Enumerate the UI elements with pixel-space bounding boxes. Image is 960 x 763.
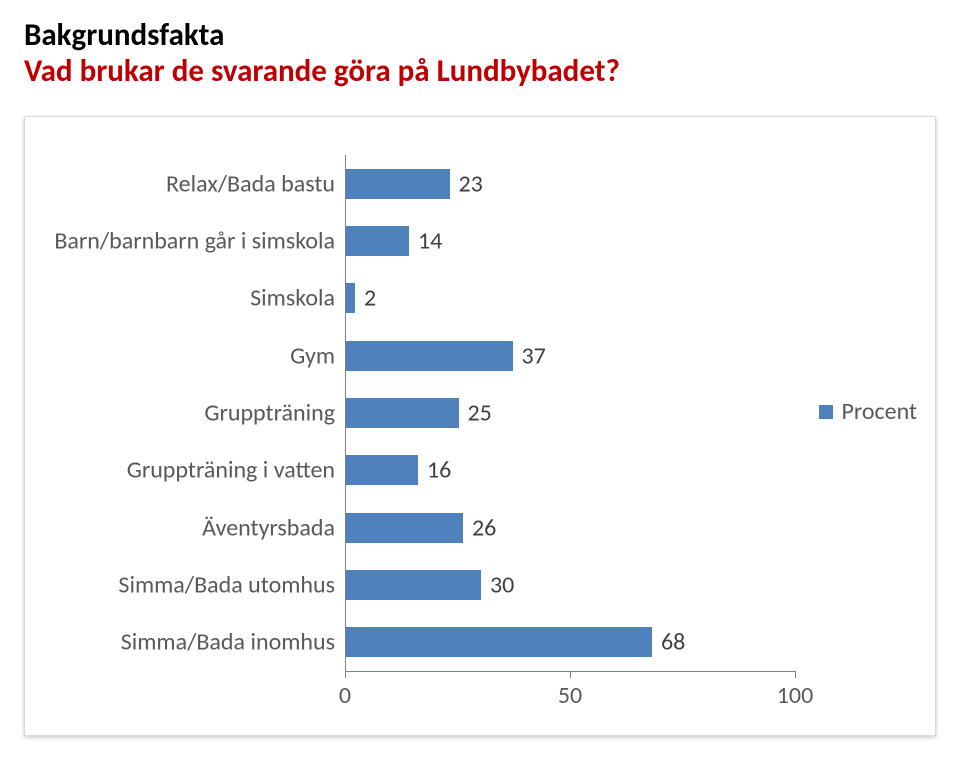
category-label: Äventyrsbada [35,515,335,540]
bar [346,226,409,256]
legend-swatch [819,405,833,419]
chart-card: 0 50 100 Relax/Bada bastu 23 Barn/barnba… [24,116,936,736]
chart-row: Relax/Bada bastu 23 [25,155,935,212]
value-label: 14 [418,226,442,255]
category-label: Gruppträning i vatten [35,458,335,483]
chart-row: Gruppträning i vatten 16 [25,442,935,499]
category-label: Gruppträning [35,400,335,425]
bar [346,169,450,199]
category-label: Barn/barnbarn går i simskola [35,228,335,253]
bar [346,283,355,313]
chart-row: Gym 37 [25,327,935,384]
value-label: 2 [364,284,376,313]
title-line2: Vad brukar de svarande göra på Lundbybad… [24,54,936,90]
value-label: 37 [522,341,546,370]
value-label: 25 [468,398,492,427]
x-tick-label: 50 [558,681,582,710]
x-tick-label: 0 [339,681,351,710]
x-tick-label: 100 [777,681,814,710]
slide: Bakgrundsfakta Vad brukar de svarande gö… [0,0,960,763]
x-tick [570,671,571,678]
legend-label: Procent [841,397,917,426]
bar [346,513,463,543]
x-tick [795,671,796,678]
chart-row: Simma/Bada utomhus 30 [25,556,935,613]
bar [346,455,418,485]
bar [346,570,481,600]
value-label: 26 [472,513,496,542]
chart-row: Barn/barnbarn går i simskola 14 [25,212,935,269]
title-line1: Bakgrundsfakta [24,18,936,54]
chart-row: Äventyrsbada 26 [25,499,935,556]
category-label: Gym [35,343,335,368]
category-label: Simma/Bada inomhus [35,630,335,655]
category-label: Simma/Bada utomhus [35,572,335,597]
category-label: Relax/Bada bastu [35,171,335,196]
bar [346,627,652,657]
category-label: Simskola [35,286,335,311]
value-label: 30 [490,570,514,599]
legend: Procent [819,397,917,426]
value-label: 23 [459,169,483,198]
value-label: 16 [427,456,451,485]
chart-inner: 0 50 100 Relax/Bada bastu 23 Barn/barnba… [25,117,935,735]
bar [346,398,459,428]
bar [346,341,513,371]
chart-row: Gruppträning 25 [25,384,935,441]
chart-row: Simskola 2 [25,270,935,327]
value-label: 68 [661,628,685,657]
chart-row: Simma/Bada inomhus 68 [25,614,935,671]
x-tick [345,671,346,678]
